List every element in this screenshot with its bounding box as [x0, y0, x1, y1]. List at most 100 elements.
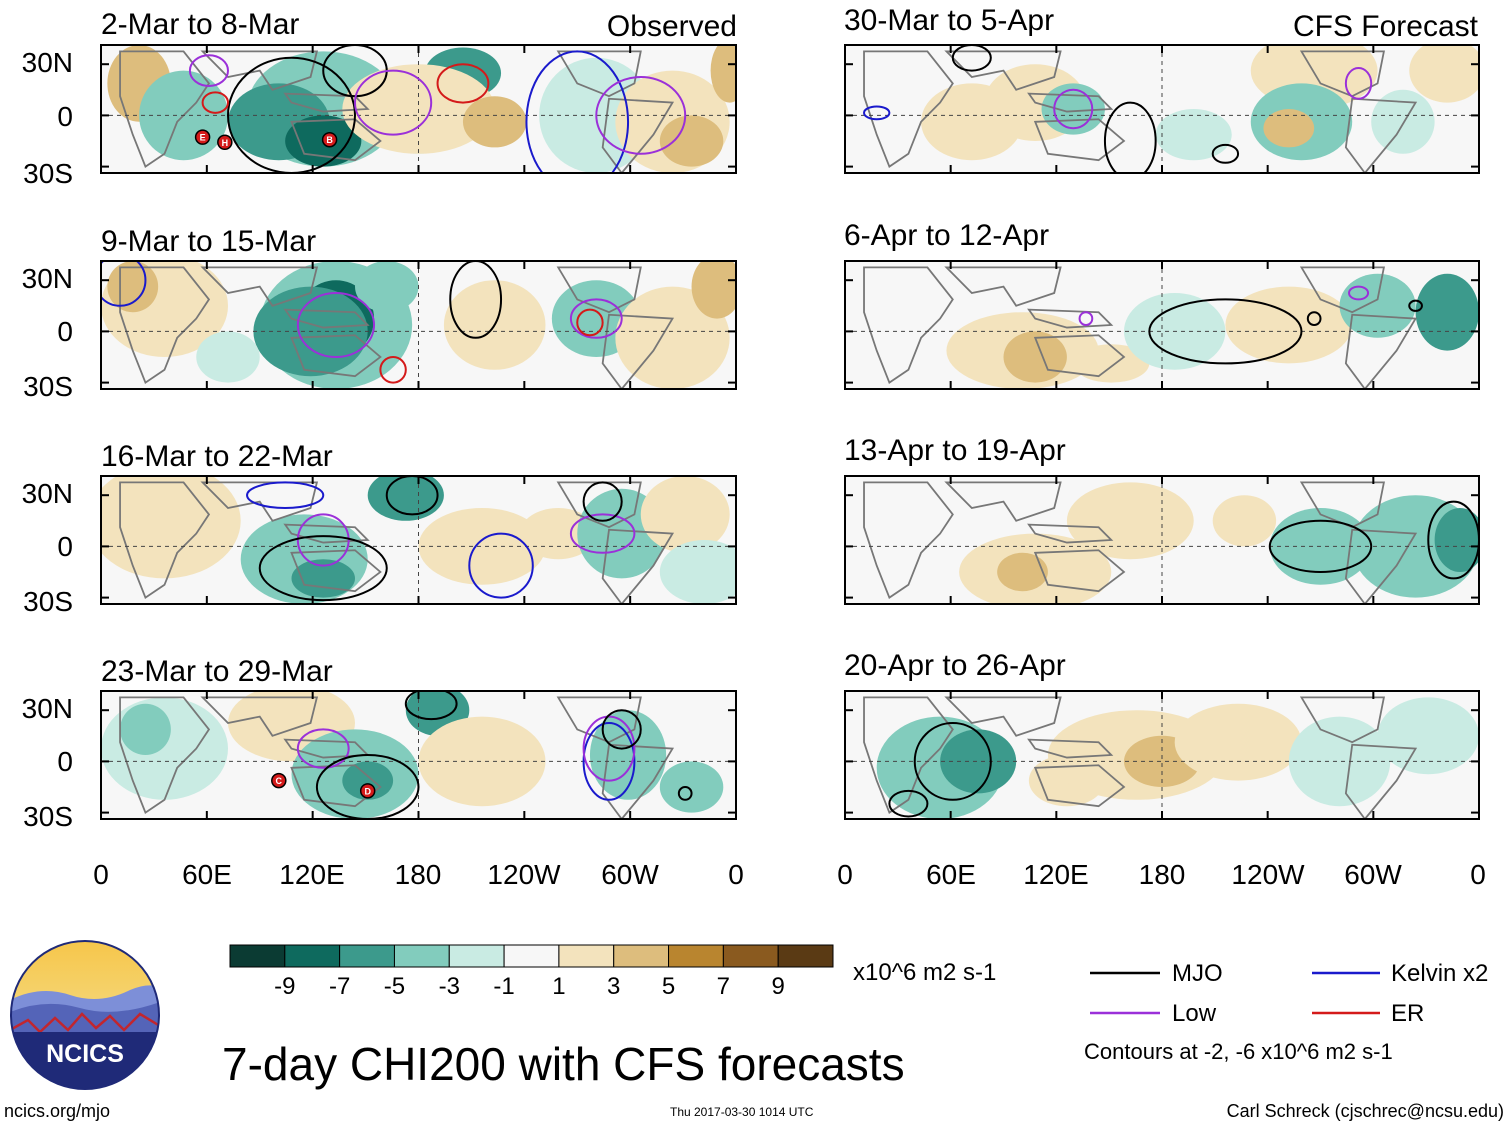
- continent-outline: [1301, 482, 1383, 527]
- continent-outline: [1029, 740, 1111, 758]
- contours-note: Contours at -2, -6 x10^6 m2 s-1: [1084, 1039, 1393, 1064]
- anomaly-shading: [659, 540, 736, 604]
- anomaly-shading: [291, 559, 355, 598]
- lat-label-eq: 0: [57, 101, 73, 132]
- lon-label-60w: 60W: [1344, 859, 1402, 890]
- anomaly-shading: [1174, 703, 1302, 781]
- contour-mjo: [677, 786, 693, 801]
- lat-label-eq: 0: [57, 746, 73, 777]
- lat-label-30s: 30S: [23, 801, 73, 832]
- colorbar-swatch: [503, 944, 560, 968]
- storm-marker-label: B: [326, 135, 333, 145]
- contour-low: [296, 728, 350, 769]
- legend-er-label: ER: [1391, 1000, 1424, 1027]
- colorbar-swatch: [229, 944, 286, 968]
- author-credit: Carl Schreck (cjschrec@ncsu.edu): [1227, 1101, 1504, 1121]
- continent-outline: [558, 482, 641, 527]
- contour-mjo: [601, 709, 642, 750]
- main-title: 7-day CHI200 with CFS forecasts: [222, 1038, 905, 1090]
- colorbar-tick-label: -5: [384, 973, 405, 1000]
- anomaly-shading: [1212, 495, 1277, 547]
- lon-label-0: 0: [837, 859, 853, 890]
- contour-mjo: [888, 789, 929, 818]
- storm-marker: B: [321, 131, 338, 148]
- continent-outline: [603, 530, 673, 604]
- contour-mjo: [385, 476, 439, 516]
- contour-low: [569, 513, 636, 554]
- lat-labels-row-3: 30N 0 30S: [22, 693, 73, 832]
- logo-text: NCICS: [46, 1040, 124, 1068]
- anomaly-shading: [940, 729, 1017, 794]
- map-panel-left-2: [100, 475, 737, 605]
- lon-label-360: 0: [1470, 859, 1486, 890]
- continent-outline: [203, 51, 317, 89]
- contour-low: [1348, 285, 1370, 301]
- cfs-forecast-label: CFS Forecast: [1293, 10, 1479, 43]
- contour-kel: [863, 105, 891, 121]
- anomaly-shading: [462, 96, 527, 148]
- contour-mjo: [951, 45, 992, 72]
- contour-mjo: [1427, 500, 1479, 580]
- contour-mjo: [1268, 519, 1373, 574]
- contour-er: [576, 308, 604, 337]
- anomaly-shading: [1371, 89, 1435, 154]
- lon-label-180: 180: [395, 859, 442, 890]
- colorbar-tick-label: 1: [552, 973, 565, 1000]
- anomaly-shading: [710, 45, 736, 103]
- contour-kel: [582, 722, 636, 801]
- lon-label-360: 0: [728, 859, 744, 890]
- contour-er: [379, 356, 407, 384]
- anomaly-shading: [659, 761, 724, 813]
- contour-low: [569, 298, 623, 339]
- storm-marker-label: C: [276, 776, 283, 786]
- lat-labels-row-2: 30N 0 30S: [22, 478, 73, 617]
- storm-marker: E: [194, 129, 211, 145]
- contour-low: [296, 292, 376, 358]
- contour-kel: [101, 261, 147, 307]
- continent-outline: [285, 525, 368, 543]
- anomaly-shading: [196, 331, 260, 383]
- anomaly-shading: [691, 261, 736, 319]
- legend-mjo-label: MJO: [1172, 960, 1223, 987]
- map-panel-left-1: [100, 260, 737, 390]
- contour-mjo: [1148, 298, 1303, 365]
- map-panel-right-2: [844, 475, 1480, 605]
- panel-title-right-3: 20-Apr to 26-Apr: [844, 649, 1066, 682]
- storm-marker-label: E: [200, 133, 206, 143]
- map-panel-right-3: [844, 690, 1480, 820]
- anomaly-shading: [101, 476, 241, 579]
- panel-title-left-1: 9-Mar to 15-Mar: [101, 225, 316, 258]
- legend-kelvin-label: Kelvin x2: [1391, 960, 1488, 987]
- colorbar-tick-label: -9: [274, 973, 295, 1000]
- map-panel-left-3: [100, 690, 737, 820]
- continent-outline: [946, 482, 1060, 520]
- contour-mjo: [1211, 143, 1240, 164]
- lat-label-30n: 30N: [22, 478, 73, 509]
- colorbar-swatch: [558, 944, 615, 968]
- continent-outline: [946, 267, 1060, 305]
- legend-low-label: Low: [1172, 1000, 1217, 1027]
- anomaly-shading: [1415, 273, 1479, 351]
- anomaly-shading: [418, 508, 546, 585]
- contour-low: [354, 69, 433, 136]
- continent-outline: [1029, 525, 1111, 543]
- lon-label-0: 0: [93, 859, 109, 890]
- storm-marker-label: D: [364, 786, 371, 796]
- contour-mjo: [315, 754, 420, 819]
- source-link[interactable]: ncics.org/mjo: [4, 1101, 110, 1121]
- continent-outline: [603, 745, 673, 819]
- colorbar-swatch: [393, 944, 450, 968]
- continent-outline: [946, 697, 1060, 735]
- lon-label-60e: 60E: [182, 859, 232, 890]
- colorbar-swatch: [284, 944, 341, 968]
- contour-er: [201, 91, 230, 114]
- colorbar-tick-label: 7: [717, 973, 730, 1000]
- contour-mjo: [1306, 311, 1322, 327]
- anomaly-shading: [1066, 482, 1194, 560]
- colorbar-swatch: [448, 944, 505, 968]
- anomaly-shading: [997, 552, 1048, 592]
- continent-outline: [292, 550, 381, 591]
- observed-label: Observed: [607, 10, 737, 43]
- map-panel-right-1: [844, 260, 1480, 390]
